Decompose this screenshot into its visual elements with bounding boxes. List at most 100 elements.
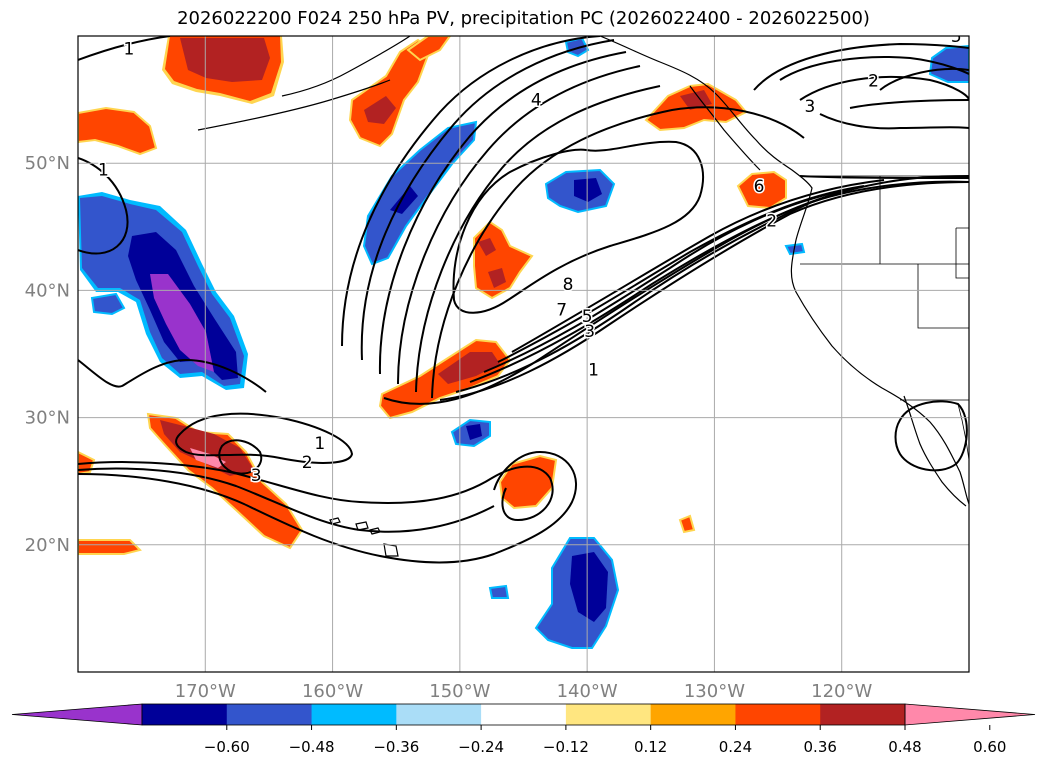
precip-blob-negative	[574, 178, 602, 202]
colorbar-tick-label: −0.12	[543, 738, 589, 756]
colorbar-tick-label: 0.60	[973, 738, 1006, 756]
pv-contour	[879, 68, 969, 91]
colorbar-segment	[565, 704, 652, 725]
mexico-coast	[957, 403, 969, 461]
colorbar-segment	[650, 704, 736, 725]
colorbar-tick-label: 0.24	[719, 738, 752, 756]
pv-contour	[799, 75, 969, 101]
colorbar-tick-label: −0.48	[289, 738, 335, 756]
lat-tick-label: 30°N	[25, 408, 70, 429]
colorbar-segment	[311, 704, 397, 725]
lon-tick-label: 170°W	[175, 681, 236, 702]
lat-tick-label: 40°N	[25, 280, 70, 301]
colorbar: −0.60 −0.48 −0.36 −0.24 −0.12 0.12 0.24 0.36 0.4…	[11, 703, 1036, 756]
state-borders	[800, 176, 969, 329]
lon-tick-label: 120°W	[811, 681, 872, 702]
pv-contour-label: 1	[314, 434, 325, 454]
pv-contour	[497, 185, 865, 363]
lon-tick-label: 140°W	[557, 681, 618, 702]
precip-blob-positive	[736, 170, 787, 210]
precip-blob-negative	[488, 584, 510, 599]
pv-contour	[439, 181, 969, 401]
pv-contour-label: 1	[588, 360, 599, 380]
pv-contour	[849, 99, 969, 109]
colorbar-segment	[820, 704, 906, 725]
pv-contour	[415, 85, 661, 393]
precip-blob-positive	[678, 514, 696, 534]
colorbar-tick-label: 0.36	[804, 738, 837, 756]
pv-contour	[452, 140, 704, 314]
lat-tick-label: 20°N	[25, 535, 70, 556]
precip-blob-positive	[190, 448, 226, 468]
precip-blob-positive	[78, 106, 158, 156]
pv-contour	[341, 36, 601, 347]
colorbar-frame	[141, 703, 906, 726]
colorbar-segment	[226, 704, 313, 725]
colorbar-extend-max	[904, 703, 1036, 726]
precip-blob-positive	[160, 420, 254, 476]
pv-contour	[175, 412, 354, 464]
precip-blob-negative	[90, 292, 126, 316]
pv-contour-label: 2	[302, 453, 313, 473]
colorbar-segment	[396, 704, 482, 725]
pv-contour	[78, 467, 495, 533]
precip-blob-positive	[478, 238, 496, 256]
lon-tick-label: 160°W	[302, 681, 363, 702]
precip-blob-negative	[466, 424, 482, 440]
precip-blob-negative	[362, 120, 478, 266]
colorbar-extend-min	[11, 703, 143, 726]
pv-contour-label: 1	[98, 161, 109, 181]
pv-contour-label: 3	[804, 97, 815, 117]
borders	[800, 175, 969, 461]
precip-blob-positive	[364, 96, 396, 124]
colorbar-segment	[735, 704, 821, 725]
colorbar-tick-label: −0.60	[204, 738, 250, 756]
pv-contour	[799, 175, 969, 179]
axis-tick-labels: 170°W 160°W 150°W 140°W 130°W 120°W 20°N 30°N 40…	[25, 153, 873, 702]
pv-contour-label: 3	[251, 466, 262, 486]
lat-tick-label: 50°N	[25, 153, 70, 174]
canada-islands	[689, 85, 761, 171]
pv-contour-label: 5	[951, 27, 962, 47]
pv-contour	[78, 461, 554, 522]
pv-contour-label: 1	[124, 40, 135, 60]
pv-contour	[218, 439, 263, 475]
pv-contour-label: 2	[868, 72, 879, 92]
precip-blob-negative	[928, 44, 969, 83]
colorbar-segment	[142, 704, 228, 725]
precip-blob-positive	[180, 38, 270, 82]
colorbar-segment	[481, 704, 567, 725]
pv-contour	[360, 39, 615, 361]
precip-blob-negative	[150, 274, 214, 372]
lon-tick-label: 150°W	[429, 681, 490, 702]
pv-contour-label: 3	[584, 322, 595, 342]
precip-blob-positive	[406, 36, 452, 62]
pv-contour-label: 7	[556, 300, 567, 320]
aleutian-coast	[197, 79, 391, 131]
graticule	[78, 36, 969, 672]
pv-contour	[78, 358, 267, 393]
colorbar-tick-label: −0.36	[373, 738, 419, 756]
pv-contour-label: 4	[531, 91, 542, 111]
colorbar-tick-label: −0.24	[458, 738, 504, 756]
precip-blob-negative	[784, 242, 806, 256]
pv-contour	[378, 51, 627, 375]
pv-contour	[469, 193, 837, 383]
pv-contour	[511, 179, 885, 353]
pv-contour	[753, 42, 969, 91]
pv-contour	[819, 113, 969, 130]
lon-tick-label: 130°W	[684, 681, 745, 702]
map-frame	[77, 35, 970, 673]
pv-contour-label: 8	[563, 275, 574, 295]
pv-contour	[78, 36, 171, 61]
baja-coast	[903, 395, 967, 507]
colorbar-tick-label: 0.12	[634, 738, 667, 756]
alaska-coast	[281, 36, 411, 97]
colorbar-tick-label: 0.48	[888, 738, 921, 756]
pv-contour	[78, 157, 129, 255]
map-title: 2026022200 F024 250 hPa PV, precipitatio…	[177, 8, 870, 29]
pv-contour-label: 6	[754, 177, 765, 197]
